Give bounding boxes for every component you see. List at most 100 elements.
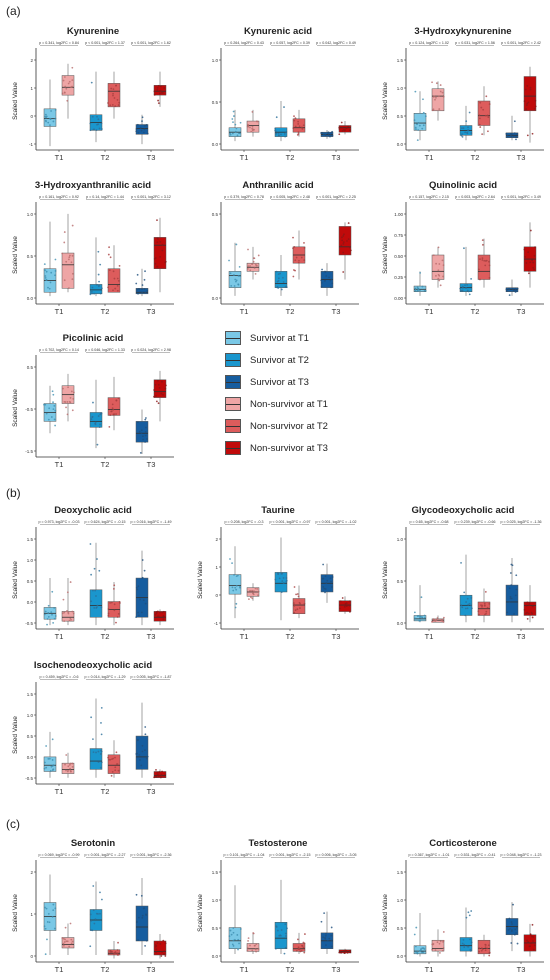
non-survivor-point — [339, 604, 341, 607]
survivor-point — [54, 907, 57, 910]
non-survivor-point — [533, 107, 536, 110]
survivor-point — [91, 415, 94, 418]
survivor-point — [229, 558, 231, 560]
survivor-point — [468, 914, 471, 917]
x-tick-label: T1 — [240, 153, 249, 162]
boxplot-panel: Testosterone 0.0 0.5 1.0 1.5 Scaled Value p = … — [193, 838, 363, 980]
non-survivor-point — [479, 278, 481, 281]
survivor-point — [505, 132, 508, 135]
non-survivor-point — [531, 616, 534, 619]
non-survivor-point — [347, 238, 350, 240]
survivor-box — [413, 113, 427, 131]
survivor-point — [139, 127, 142, 129]
survivor-point — [325, 275, 328, 277]
non-survivor-point — [532, 948, 535, 951]
non-survivor-point — [442, 95, 445, 98]
survivor-point — [424, 115, 427, 118]
survivor-point — [513, 132, 516, 135]
survivor-point — [516, 133, 518, 135]
non-survivor-point — [247, 124, 250, 127]
survivor-point — [421, 127, 424, 130]
survivor-point — [330, 945, 333, 948]
non-survivor-point — [112, 88, 115, 90]
non-survivor-point — [431, 948, 434, 951]
non-survivor-point — [155, 951, 157, 954]
survivor-point — [137, 614, 140, 617]
non-survivor-point — [249, 126, 251, 129]
non-survivor-point — [523, 608, 526, 611]
survivor-point — [238, 265, 241, 268]
non-survivor-box — [61, 937, 75, 949]
non-survivor-point — [338, 127, 341, 130]
survivor-point — [96, 443, 99, 446]
survivor-point — [328, 937, 331, 940]
non-survivor-point — [162, 618, 165, 621]
non-survivor-point — [67, 258, 70, 261]
non-survivor-point — [111, 770, 114, 773]
y-tick-label: 1.5 — [212, 870, 219, 875]
non-survivor-point — [157, 238, 159, 240]
survivor-point — [275, 132, 278, 135]
survivor-point — [44, 113, 47, 116]
survivor-point — [141, 750, 144, 753]
non-survivor-point — [157, 102, 160, 105]
survivor-point — [138, 430, 141, 433]
non-survivor-point — [342, 128, 345, 131]
non-survivor-point — [112, 289, 114, 292]
x-tick-label: T1 — [55, 460, 64, 469]
non-survivor-point — [68, 400, 71, 403]
survivor-point — [461, 289, 464, 292]
non-survivor-point — [249, 269, 252, 272]
x-tick-label: T2 — [286, 632, 295, 641]
non-survivor-point — [299, 602, 301, 605]
y-tick-label: 0.0 — [212, 954, 219, 959]
non-survivor-point — [343, 605, 346, 608]
survivor-point — [417, 129, 420, 131]
survivor-point — [90, 81, 93, 84]
survivor-point — [44, 953, 47, 956]
non-survivor-point — [488, 260, 490, 263]
survivor-point — [462, 938, 465, 941]
survivor-point — [96, 115, 98, 118]
survivor-point — [423, 616, 426, 619]
y-tick-label: -1 — [29, 142, 33, 147]
non-survivor-point — [69, 922, 72, 925]
non-survivor-point — [442, 947, 445, 949]
non-survivor-point — [107, 612, 110, 615]
non-survivor-point — [61, 92, 64, 95]
survivor-point — [414, 945, 417, 948]
survivor-point — [235, 588, 238, 591]
non-survivor-box — [153, 611, 167, 622]
non-survivor-point — [534, 105, 537, 108]
non-survivor-point — [67, 765, 70, 768]
survivor-point — [135, 893, 138, 896]
stat-annotation: p = 0.003, log2FC = 2.64 — [455, 195, 495, 199]
non-survivor-point — [343, 952, 346, 954]
non-survivor-point — [69, 767, 71, 770]
survivor-point — [284, 935, 287, 937]
non-survivor-point — [481, 239, 484, 242]
x-tick-label: T3 — [332, 632, 341, 641]
legend-label: Survivor at T2 — [250, 354, 309, 366]
non-survivor-point — [436, 941, 439, 944]
stat-annotation: p < 0.001, log2FC = 1.62 — [131, 41, 171, 45]
survivor-point — [231, 586, 234, 589]
non-survivor-point — [478, 114, 481, 117]
non-survivor-point — [114, 769, 117, 772]
stat-annotation: p = 0.379, log2FC = 0.78 — [224, 195, 264, 199]
survivor-point — [233, 285, 236, 287]
survivor-point — [144, 733, 147, 736]
survivor-point — [51, 613, 53, 616]
survivor-point — [470, 597, 473, 599]
boxplot-panel: Deoxycholic acid -0.5 0.0 0.5 1.0 1.5 Scaled V… — [8, 505, 178, 647]
survivor-point — [515, 588, 518, 591]
non-survivor-point — [109, 414, 112, 417]
non-survivor-point — [339, 600, 342, 603]
survivor-point — [422, 124, 425, 127]
non-survivor-point — [62, 79, 65, 82]
survivor-point — [100, 606, 103, 609]
x-tick-label: T3 — [147, 965, 156, 974]
non-survivor-point — [70, 770, 72, 773]
non-survivor-point — [485, 95, 488, 98]
survivor-point — [44, 927, 47, 930]
